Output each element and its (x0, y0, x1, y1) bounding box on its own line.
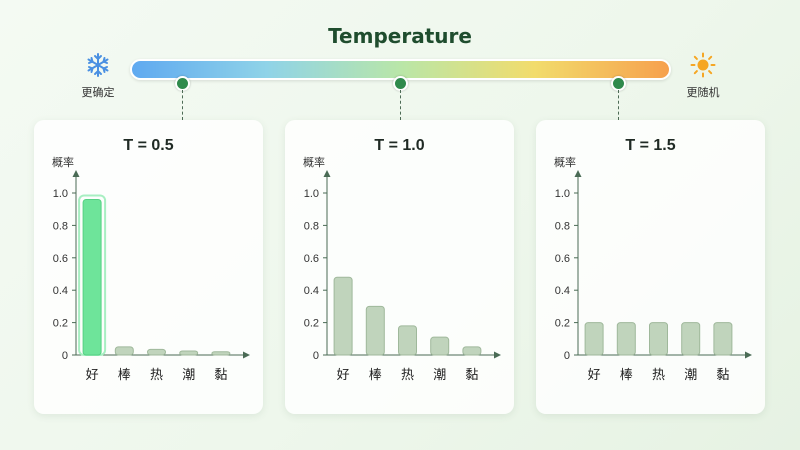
slider-marker-0.5 (175, 76, 190, 91)
bar-棒 (616, 322, 636, 356)
marker-connector (182, 90, 183, 120)
y-tick-label: 0.2 (555, 318, 570, 330)
bar-chart-1: T = 1.0 概率 0 0.2 0.4 0.6 0.8 1.0 好 棒 热 潮 黏 (303, 137, 501, 383)
x-tick-label: 潮 (182, 368, 195, 383)
y-axis-label: 概率 (52, 155, 74, 169)
y-tick-label: 0 (564, 350, 570, 362)
slider-marker-1.0 (393, 76, 408, 91)
bar-黏 (211, 351, 231, 356)
bar-黏 (713, 322, 733, 356)
y-tick-label: 0.2 (304, 318, 319, 330)
y-tick-label: 0.4 (555, 285, 570, 297)
sun-icon (690, 52, 716, 83)
chart-title-1: T = 1.0 (374, 137, 424, 154)
y-axis-label: 概率 (554, 155, 576, 169)
y-axis-label: 概率 (303, 155, 325, 169)
x-tick-label: 热 (401, 368, 414, 383)
y-tick-label: 1.0 (53, 188, 68, 200)
marker-connector (400, 90, 401, 120)
chart-panel-2: T = 1.5 概率 0 0.2 0.4 0.6 0.8 1.0 好 棒 热 潮 黏 (536, 120, 765, 414)
x-tick-label: 黏 (214, 367, 227, 383)
y-tick-label: 0.2 (53, 318, 68, 330)
snowflake-icon (85, 52, 111, 83)
bar-热 (398, 325, 417, 356)
x-tick-label: 黏 (716, 367, 729, 383)
x-axis-arrow (494, 351, 501, 359)
y-axis-arrow (574, 170, 582, 177)
y-tick-label: 0.6 (304, 253, 319, 265)
y-tick-label: 0.4 (304, 285, 319, 297)
bar-好 (82, 198, 102, 356)
bar-潮 (681, 322, 701, 356)
bar-好 (584, 322, 604, 356)
certain-label: 更确定 (81, 86, 115, 99)
x-tick-label: 好 (588, 368, 601, 383)
x-tick-label: 好 (337, 368, 350, 383)
x-tick-label: 潮 (433, 368, 446, 383)
y-axis-arrow (323, 170, 331, 177)
x-axis-arrow (745, 351, 752, 359)
random-label: 更随机 (686, 86, 720, 99)
chart-title-0: T = 0.5 (123, 137, 173, 154)
y-tick-label: 0.4 (53, 285, 68, 297)
bar-潮 (430, 336, 450, 356)
y-tick-label: 0.8 (304, 220, 319, 232)
slider-marker-1.5 (611, 76, 626, 91)
chart-title: Temperature (328, 24, 472, 48)
bar-好 (333, 276, 353, 356)
bar-棒 (114, 346, 134, 356)
x-tick-label: 好 (86, 368, 99, 383)
bar-热 (649, 322, 668, 356)
y-tick-label: 0.8 (555, 220, 570, 232)
bar-黏 (462, 346, 482, 356)
chart-panel-0: T = 0.5 概率 0 0.2 0.4 0.6 0.8 1.0 好 棒 热 潮 黏 (34, 120, 263, 414)
x-tick-label: 热 (150, 368, 163, 383)
x-tick-label: 棒 (369, 368, 382, 383)
y-tick-label: 0.6 (53, 253, 68, 265)
x-tick-label: 潮 (684, 368, 697, 383)
y-axis-arrow (72, 170, 80, 177)
chart-title-2: T = 1.5 (625, 137, 675, 154)
y-tick-label: 0.8 (53, 220, 68, 232)
x-tick-label: 黏 (465, 367, 478, 383)
y-tick-label: 1.0 (555, 188, 570, 200)
bar-chart-0: T = 0.5 概率 0 0.2 0.4 0.6 0.8 1.0 好 棒 热 潮 黏 (52, 137, 250, 383)
y-tick-label: 1.0 (304, 188, 319, 200)
x-tick-label: 热 (652, 368, 665, 383)
chart-panel-1: T = 1.0 概率 0 0.2 0.4 0.6 0.8 1.0 好 棒 热 潮 黏 (285, 120, 514, 414)
x-axis-arrow (243, 351, 250, 359)
bar-chart-2: T = 1.5 概率 0 0.2 0.4 0.6 0.8 1.0 好 棒 热 潮 黏 (554, 137, 752, 383)
y-tick-label: 0 (62, 350, 68, 362)
x-tick-label: 棒 (118, 368, 131, 383)
y-tick-label: 0 (313, 350, 319, 362)
bar-热 (147, 348, 166, 356)
x-tick-label: 棒 (620, 368, 633, 383)
marker-connector (618, 90, 619, 120)
bar-棒 (365, 305, 385, 356)
y-tick-label: 0.6 (555, 253, 570, 265)
bar-潮 (179, 350, 199, 356)
